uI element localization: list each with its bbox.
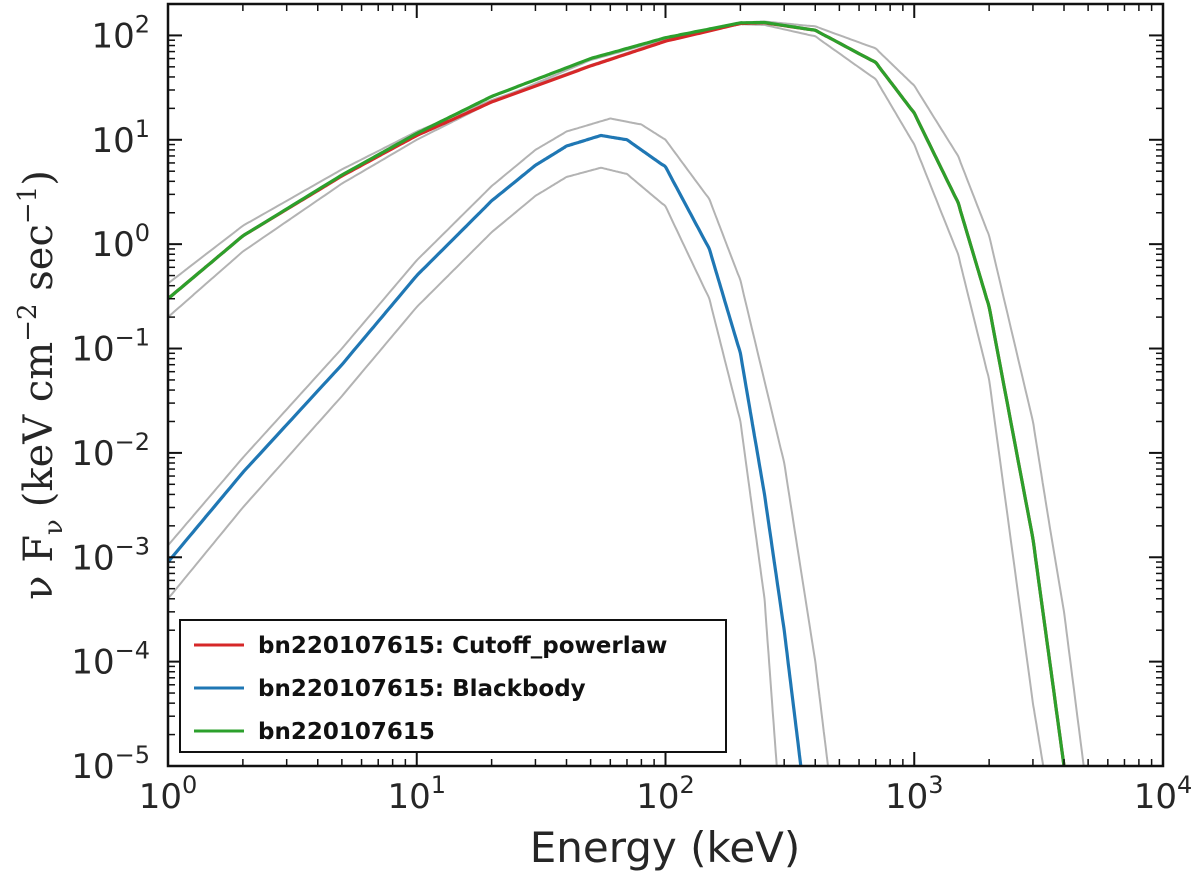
- legend-label-total: bn220107615: [258, 719, 435, 745]
- y-tick-labels: 10−5 10−4 10−3 10−2 10−1 100 101 102: [71, 10, 150, 787]
- axis-ticks: [167, 3, 1164, 767]
- y-tick-label: 100: [91, 219, 150, 265]
- y-tick-label: 10−2: [71, 428, 150, 474]
- x-tick-label: 104: [1134, 771, 1193, 817]
- y-axis-title-mid: sec: [16, 224, 62, 303]
- x-tick-label: 103: [885, 771, 944, 817]
- y-tick-label: 10−4: [71, 637, 150, 683]
- x-tick-label: 100: [139, 771, 198, 817]
- x-tick-label: 102: [636, 771, 695, 817]
- uncertainty-line-3: [168, 166, 778, 766]
- x-tick-labels: 100 101 102 103 104: [139, 771, 1193, 817]
- legend-box: [179, 619, 727, 753]
- y-axis-title-sup1: −2: [13, 303, 43, 341]
- y-axis-title-prefix: ν F: [16, 535, 62, 600]
- y-axis-title-close: ): [16, 170, 62, 186]
- x-axis-title: Energy (keV): [530, 823, 801, 872]
- y-tick-label: 10−5: [71, 741, 150, 787]
- legend-label-blackbody: bn220107615: Blackbody: [258, 676, 586, 702]
- series-line-blackbody: [168, 133, 803, 766]
- legend: bn220107615: Cutoff_powerlaw bn220107615…: [179, 619, 727, 753]
- x-tick-label: 101: [387, 771, 446, 817]
- y-axis-title: ν Fν (keV cm−2 sec−1): [13, 170, 69, 600]
- y-axis-title-open: (keV cm: [16, 342, 62, 507]
- y-tick-label: 101: [91, 115, 150, 161]
- y-tick-label: 102: [91, 10, 150, 56]
- uncertainty-line-2: [168, 117, 829, 766]
- y-axis-title-sup2: −1: [13, 186, 43, 224]
- series-line-total: [168, 20, 1066, 766]
- series-lines: [168, 20, 1066, 766]
- legend-label-cutoff-powerlaw: bn220107615: Cutoff_powerlaw: [258, 633, 667, 659]
- y-axis-title-subscript: ν: [39, 519, 69, 535]
- y-tick-label: 10−1: [71, 324, 150, 370]
- y-tick-label: 10−3: [71, 532, 150, 578]
- uncertainty-line-0: [168, 20, 1085, 766]
